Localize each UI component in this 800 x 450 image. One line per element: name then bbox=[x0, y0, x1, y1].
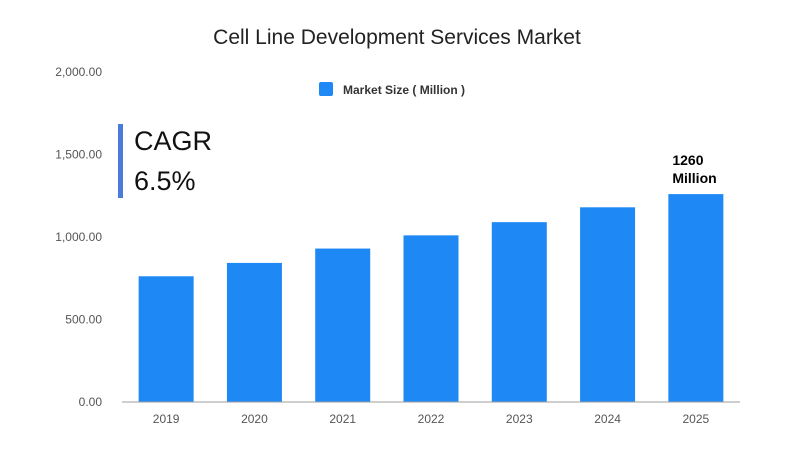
bar-2022 bbox=[403, 235, 459, 402]
bars bbox=[138, 194, 724, 402]
x-tick-label: 2019 bbox=[153, 412, 180, 426]
y-tick-label: 1,000.00 bbox=[55, 230, 102, 244]
legend-label: Market Size ( Million ) bbox=[343, 83, 465, 97]
bar-2024 bbox=[580, 207, 636, 402]
last-value-unit: Million bbox=[672, 170, 716, 186]
bar-2025 bbox=[668, 194, 724, 402]
bar-2023 bbox=[491, 222, 547, 402]
bar-2019 bbox=[138, 276, 194, 402]
y-tick-label: 0.00 bbox=[79, 395, 103, 409]
y-axis-ticks: 0.00 500.00 1,000.00 1,500.00 2,000.00 bbox=[55, 65, 102, 409]
cagr-accent-bar bbox=[118, 124, 123, 198]
cagr-value: 6.5% bbox=[134, 166, 196, 196]
y-tick-label: 1,500.00 bbox=[55, 148, 102, 162]
y-tick-label: 2,000.00 bbox=[55, 65, 102, 79]
x-tick-label: 2025 bbox=[683, 412, 710, 426]
cagr-callout: CAGR 6.5% bbox=[118, 124, 212, 198]
last-value-number: 1260 bbox=[672, 152, 703, 168]
x-tick-label: 2024 bbox=[594, 412, 621, 426]
last-value-annotation: 1260 Million bbox=[672, 152, 716, 186]
y-tick-label: 500.00 bbox=[65, 313, 102, 327]
x-axis-ticks: 2019 2020 2021 2022 2023 2024 2025 bbox=[153, 412, 710, 426]
x-tick-label: 2021 bbox=[329, 412, 356, 426]
legend: Market Size ( Million ) bbox=[319, 82, 465, 97]
cagr-label: CAGR bbox=[134, 126, 212, 156]
x-tick-label: 2023 bbox=[506, 412, 533, 426]
legend-swatch bbox=[319, 82, 333, 96]
bar-2021 bbox=[315, 248, 371, 402]
x-tick-label: 2020 bbox=[241, 412, 268, 426]
chart-title: Cell Line Development Services Market bbox=[213, 26, 581, 49]
bar-2020 bbox=[226, 262, 282, 402]
x-tick-label: 2022 bbox=[418, 412, 445, 426]
